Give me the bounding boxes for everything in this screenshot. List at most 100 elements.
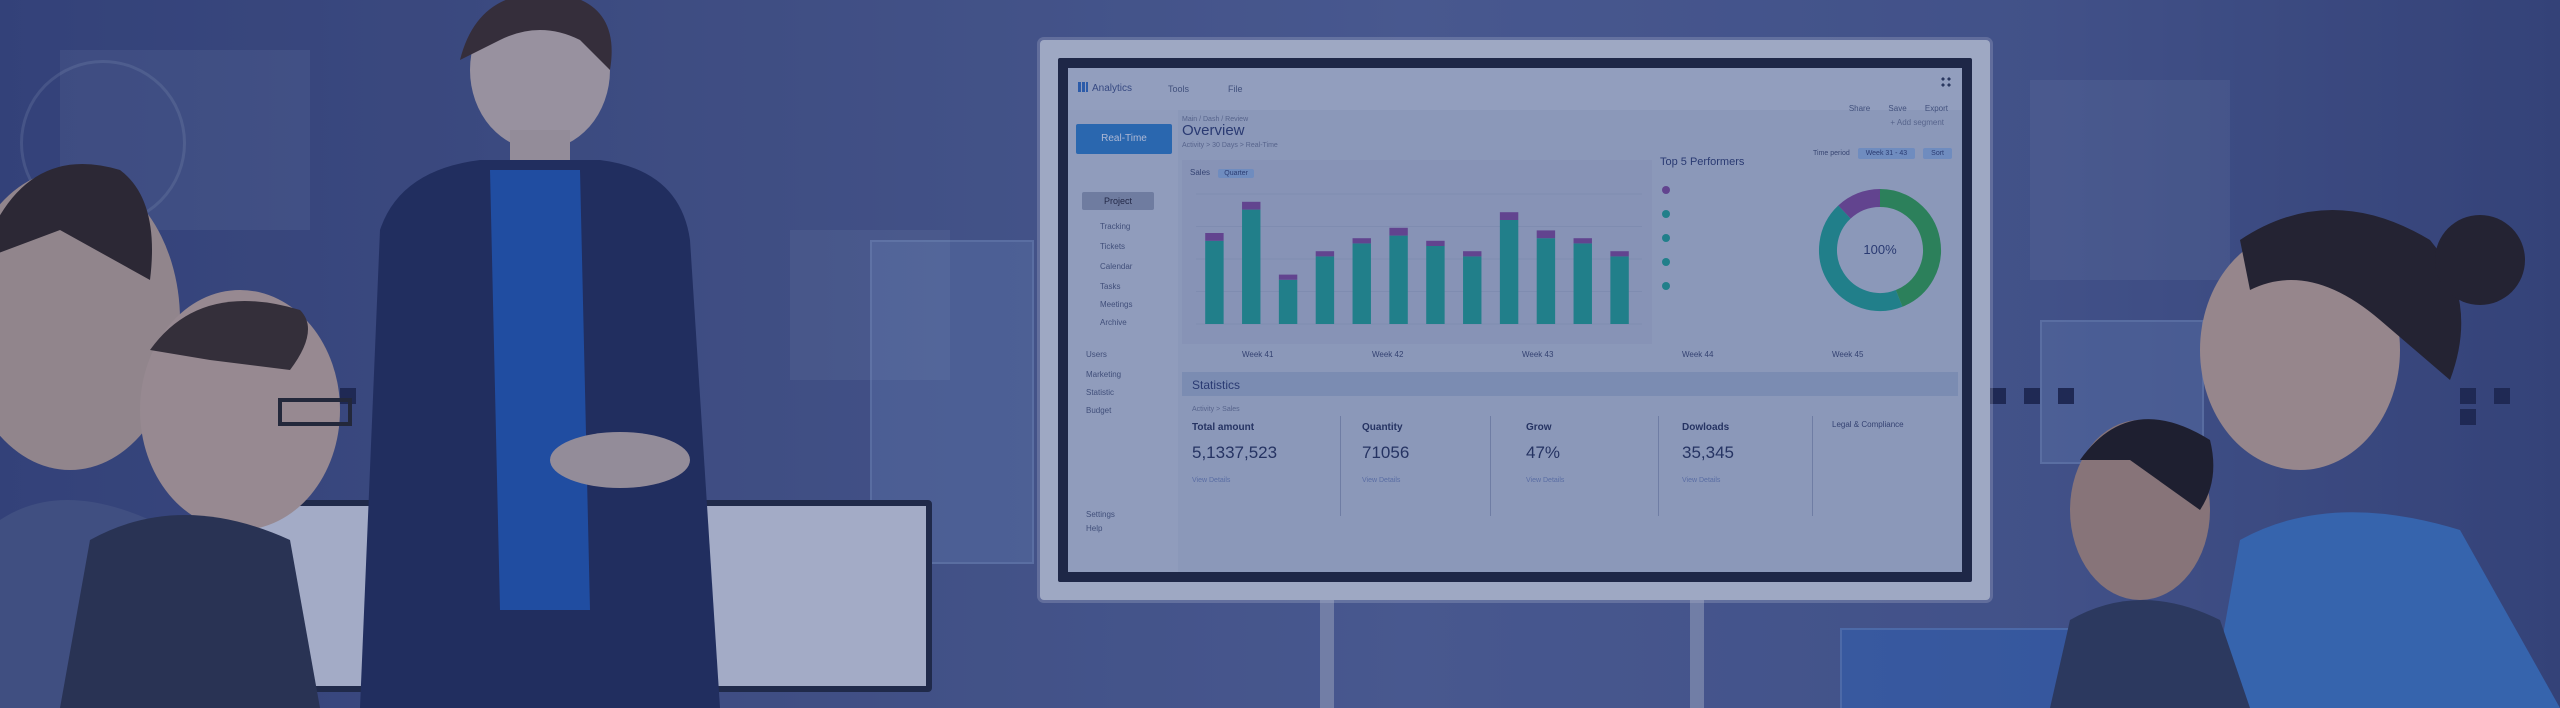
week-label-5: Week 45 [1832, 350, 1864, 359]
bar-segment [1205, 240, 1224, 324]
sidebar-item-archive[interactable]: Archive [1100, 318, 1127, 327]
decorative-dash-row-right [1990, 388, 2092, 404]
brand-label: Analytics [1092, 83, 1133, 94]
stat-label: Grow [1526, 422, 1552, 433]
sidebar-item-calendar[interactable]: Calendar [1100, 262, 1133, 271]
sort-button[interactable]: Sort [1923, 148, 1952, 159]
bar-segment [1463, 251, 1482, 257]
save-button[interactable]: Save [1888, 104, 1907, 113]
menu-file[interactable]: File [1228, 84, 1243, 94]
bar-segment [1426, 240, 1445, 246]
sidebar-item-help[interactable]: Help [1086, 524, 1103, 533]
audience-man-right [2050, 419, 2250, 708]
view-details-link[interactable]: View Details [1362, 477, 1401, 484]
bar-segment [1463, 256, 1482, 324]
chart-header: Sales Quarter [1190, 168, 1254, 178]
view-details-link[interactable]: View Details [1526, 477, 1565, 484]
main-content: Main / Dash / Review Overview Activity >… [1182, 116, 1958, 568]
bar-segment [1352, 243, 1371, 324]
decorative-dash-row-far-right [2460, 388, 2560, 425]
stat-label: Total amount [1192, 422, 1255, 433]
top-actions: Share Save Export [1833, 104, 1948, 113]
time-period-select[interactable]: Week 31 - 43 [1857, 148, 1916, 159]
stat-divider [1340, 416, 1341, 516]
audience-man-glasses [60, 290, 352, 708]
donut-center-label: 100% [1863, 242, 1897, 257]
view-details-link[interactable]: View Details [1192, 477, 1231, 484]
stat-divider [1658, 416, 1659, 516]
share-button[interactable]: Share [1848, 104, 1871, 113]
stat-value: 71056 [1362, 443, 1410, 462]
week-label-2: Week 42 [1372, 350, 1404, 359]
stat-total-amount: Total amount 5,1337,523 View Details [1192, 422, 1352, 484]
tv-monitor: Analytics Tools File Share Save Export R… [1040, 40, 1990, 600]
sidebar-item-tickets[interactable]: Tickets [1100, 242, 1126, 251]
tv-stand-right [1690, 596, 1704, 708]
bar-segment [1499, 220, 1519, 324]
bar-segment [1426, 246, 1445, 324]
week-label-3: Week 43 [1522, 350, 1554, 359]
donut-slice [1838, 189, 1881, 219]
time-period: Time period Week 31 - 43 Sort [1813, 148, 1952, 159]
stat-label: Dowloads [1682, 422, 1730, 433]
performer-row [1662, 258, 1792, 267]
chart-filter[interactable]: Quarter [1218, 169, 1254, 178]
donut-slice [1819, 205, 1903, 311]
performer-dot [1662, 210, 1670, 218]
stat-divider [1812, 416, 1813, 516]
stat-grow: Grow 47% View Details [1526, 422, 1686, 484]
sidebar-item-settings[interactable]: Settings [1086, 510, 1115, 519]
statistics-header: Statistics [1182, 372, 1958, 396]
performer-row [1662, 282, 1792, 291]
project-button[interactable]: Project [1082, 192, 1154, 210]
stat-quantity: Quantity 71056 View Details [1362, 422, 1522, 484]
sidebar-item-tasks[interactable]: Tasks [1100, 282, 1121, 291]
bar-segment [1278, 279, 1298, 324]
sidebar-item-users[interactable]: Users [1086, 350, 1107, 359]
performer-row [1662, 234, 1792, 243]
performer-dot [1662, 282, 1670, 290]
sales-chart-card: Sales Quarter [1182, 160, 1652, 344]
bar-segment [1573, 243, 1592, 324]
donut-slice [1879, 189, 1941, 307]
view-details-link[interactable]: View Details [1682, 477, 1721, 484]
bar-segment [1352, 238, 1371, 244]
audience-woman-right [2200, 210, 2560, 708]
sidebar-item-tracking[interactable]: Tracking [1100, 222, 1131, 231]
sidebar-item-statistic[interactable]: Statistic [1086, 388, 1115, 397]
bar-segment [1315, 251, 1335, 257]
realtime-button[interactable]: Real-Time [1076, 124, 1172, 154]
tv-screen: Analytics Tools File Share Save Export R… [1058, 58, 1972, 582]
legal-compliance-link[interactable]: Legal & Compliance [1832, 420, 1904, 429]
performer-row [1662, 186, 1792, 195]
statistics-title: Statistics [1192, 378, 1241, 392]
analytics-dashboard: Analytics Tools File Share Save Export R… [1068, 68, 1962, 572]
sidebar-item-marketing[interactable]: Marketing [1086, 370, 1122, 379]
performers-donut-chart: 100% [1819, 189, 1941, 311]
bar-segment [1278, 274, 1298, 280]
menu-tools[interactable]: Tools [1168, 84, 1190, 94]
page-title: Overview [1182, 122, 1245, 139]
export-button[interactable]: Export [1924, 104, 1948, 113]
stat-downloads: Dowloads 35,345 View Details [1682, 422, 1842, 484]
week-label-4: Week 44 [1682, 350, 1714, 359]
apps-grid-icon[interactable] [1940, 76, 1952, 88]
bar-segment [1315, 256, 1335, 324]
add-segment-link[interactable]: + Add segment [1890, 118, 1944, 127]
sub-breadcrumb: Activity > 30 Days > Real-Time [1182, 142, 1278, 149]
bar-segment [1389, 227, 1408, 236]
tv-stand-left [1320, 596, 1334, 708]
bar-segment [1242, 201, 1261, 210]
top-performers-title: Top 5 Performers [1660, 156, 1745, 168]
stat-value: 5,1337,523 [1192, 443, 1278, 462]
lab-window-left [790, 230, 950, 380]
dashboard-topbar: Analytics Tools File [1068, 68, 1962, 110]
sidebar-item-meetings[interactable]: Meetings [1100, 300, 1133, 309]
bar-segment [1573, 238, 1592, 244]
sidebar-item-budget[interactable]: Budget [1086, 406, 1112, 415]
stat-label: Quantity [1362, 422, 1403, 433]
bar-segment [1610, 256, 1629, 324]
chart-label: Sales [1190, 168, 1211, 177]
statistics-breadcrumb: Activity > Sales [1192, 406, 1240, 413]
